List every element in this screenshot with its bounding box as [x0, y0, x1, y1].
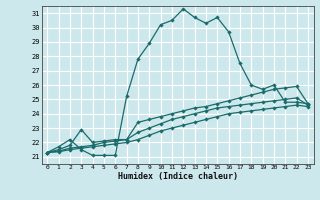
X-axis label: Humidex (Indice chaleur): Humidex (Indice chaleur): [118, 172, 237, 181]
